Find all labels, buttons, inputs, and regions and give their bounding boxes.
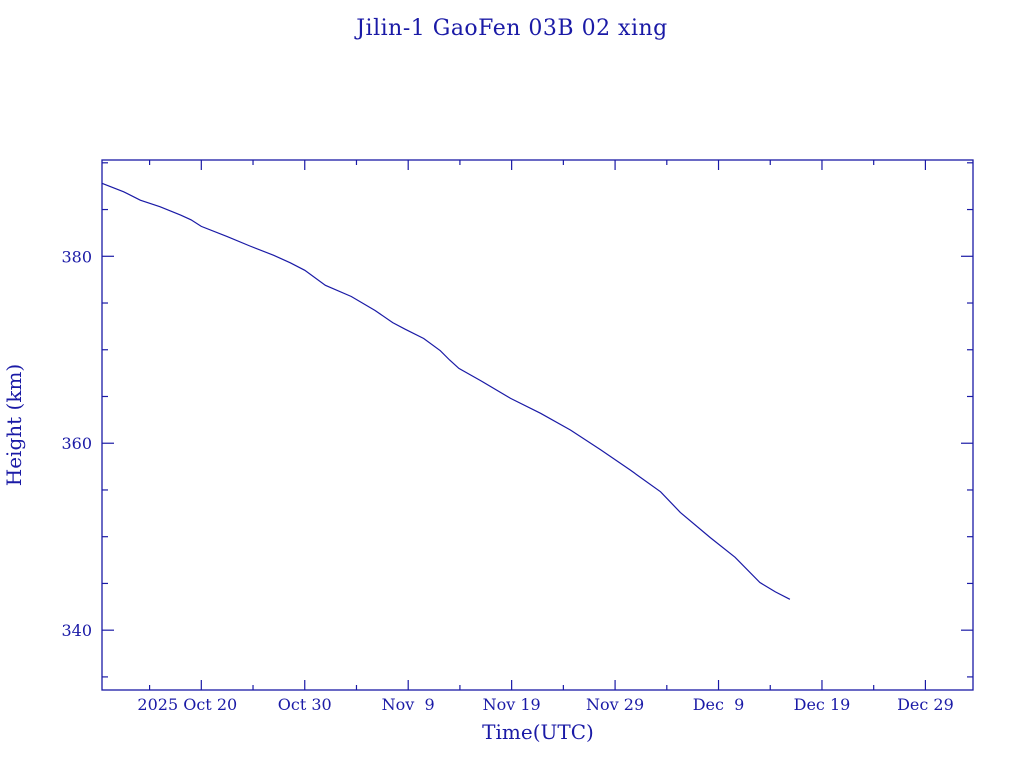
y-tick-label: 380 (61, 247, 92, 266)
x-axis-label: Time(UTC) (482, 720, 594, 744)
y-tick-label: 340 (61, 621, 92, 640)
y-axis-label: Height (km) (2, 364, 26, 486)
x-tick-label: Nov 19 (483, 695, 541, 714)
series-line-height (102, 182, 791, 600)
x-tick-label: Nov 29 (586, 695, 644, 714)
x-tick-label: Oct 30 (278, 695, 332, 714)
x-tick-label: Nov 9 (382, 695, 435, 714)
chart-title: Jilin-1 GaoFen 03B 02 xing (356, 16, 668, 41)
x-tick-label: 2025 Oct 20 (137, 695, 237, 714)
x-tick-label: Dec 19 (794, 695, 851, 714)
x-tick-label: Dec 9 (693, 695, 745, 714)
x-tick-label: Dec 29 (897, 695, 954, 714)
plot-frame (101, 159, 974, 691)
y-tick-label: 360 (61, 434, 92, 453)
